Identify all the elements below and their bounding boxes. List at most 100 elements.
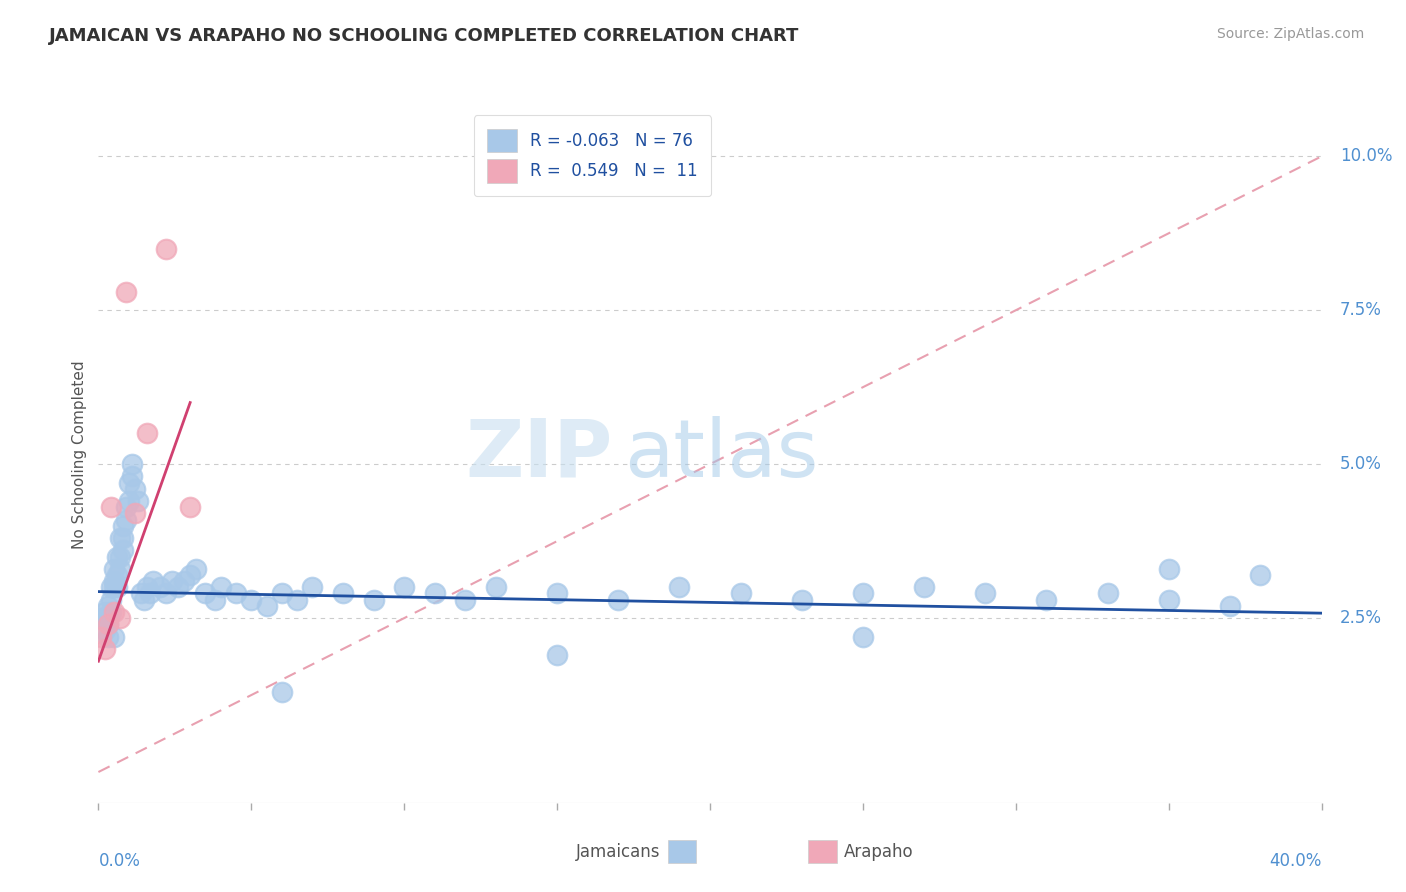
Text: 0.0%: 0.0% bbox=[98, 852, 141, 870]
Point bbox=[124, 482, 146, 496]
Point bbox=[100, 592, 122, 607]
Point bbox=[546, 586, 568, 600]
Point bbox=[301, 580, 323, 594]
Point bbox=[204, 592, 226, 607]
Point bbox=[111, 531, 134, 545]
Point bbox=[97, 599, 120, 613]
Point bbox=[103, 580, 125, 594]
Point bbox=[173, 574, 195, 589]
Point bbox=[115, 500, 138, 515]
Point bbox=[240, 592, 263, 607]
Point bbox=[1219, 599, 1241, 613]
Point bbox=[121, 469, 143, 483]
Point bbox=[90, 611, 112, 625]
Point bbox=[1157, 592, 1180, 607]
Point bbox=[1249, 568, 1271, 582]
Point bbox=[93, 611, 115, 625]
Point bbox=[363, 592, 385, 607]
Point bbox=[115, 285, 138, 299]
Point bbox=[97, 617, 120, 632]
Point bbox=[103, 630, 125, 644]
Text: Source: ZipAtlas.com: Source: ZipAtlas.com bbox=[1216, 27, 1364, 41]
Point bbox=[103, 605, 125, 619]
Y-axis label: No Schooling Completed: No Schooling Completed bbox=[72, 360, 87, 549]
Point bbox=[186, 562, 208, 576]
Point bbox=[668, 580, 690, 594]
Point bbox=[103, 562, 125, 576]
Point bbox=[139, 586, 162, 600]
Point bbox=[111, 518, 134, 533]
Point bbox=[105, 549, 128, 564]
Point bbox=[225, 586, 247, 600]
Point bbox=[256, 599, 278, 613]
Text: Jamaicans: Jamaicans bbox=[576, 843, 661, 861]
Point bbox=[97, 617, 120, 632]
Point bbox=[270, 685, 292, 699]
Point bbox=[1035, 592, 1057, 607]
Point bbox=[136, 580, 159, 594]
Text: 40.0%: 40.0% bbox=[1270, 852, 1322, 870]
Point bbox=[129, 586, 152, 600]
Point bbox=[209, 580, 232, 594]
Point bbox=[108, 562, 131, 576]
Point bbox=[118, 475, 141, 490]
Point bbox=[1157, 562, 1180, 576]
Point bbox=[100, 580, 122, 594]
Point bbox=[124, 507, 146, 521]
Point bbox=[100, 605, 122, 619]
Point bbox=[155, 586, 177, 600]
Point bbox=[852, 630, 875, 644]
Point bbox=[108, 611, 131, 625]
Text: 2.5%: 2.5% bbox=[1340, 609, 1382, 627]
Text: ZIP: ZIP bbox=[465, 416, 612, 494]
Point bbox=[179, 500, 201, 515]
Point bbox=[93, 624, 115, 638]
Point bbox=[108, 531, 131, 545]
Point bbox=[790, 592, 813, 607]
Point bbox=[852, 586, 875, 600]
Point bbox=[111, 543, 134, 558]
Text: Arapaho: Arapaho bbox=[844, 843, 914, 861]
Text: atlas: atlas bbox=[624, 416, 818, 494]
Point bbox=[93, 641, 115, 656]
Point bbox=[607, 592, 630, 607]
Point bbox=[730, 586, 752, 600]
Point bbox=[105, 580, 128, 594]
Text: JAMAICAN VS ARAPAHO NO SCHOOLING COMPLETED CORRELATION CHART: JAMAICAN VS ARAPAHO NO SCHOOLING COMPLET… bbox=[49, 27, 800, 45]
Point bbox=[392, 580, 416, 594]
Point bbox=[118, 494, 141, 508]
Point bbox=[546, 648, 568, 662]
Text: 7.5%: 7.5% bbox=[1340, 301, 1382, 319]
Point bbox=[270, 586, 292, 600]
Point bbox=[912, 580, 935, 594]
Legend: R = -0.063   N = 76, R =  0.549   N =  11: R = -0.063 N = 76, R = 0.549 N = 11 bbox=[474, 115, 711, 196]
Point bbox=[115, 512, 138, 526]
Point bbox=[194, 586, 217, 600]
Point bbox=[167, 580, 190, 594]
Point bbox=[136, 426, 159, 441]
Point bbox=[105, 568, 128, 582]
Point bbox=[155, 242, 177, 256]
Text: 10.0%: 10.0% bbox=[1340, 147, 1392, 165]
Text: 5.0%: 5.0% bbox=[1340, 455, 1382, 473]
Point bbox=[93, 605, 115, 619]
Point bbox=[149, 580, 172, 594]
Point bbox=[454, 592, 477, 607]
Point bbox=[97, 630, 120, 644]
Point bbox=[90, 630, 112, 644]
Point bbox=[103, 574, 125, 589]
Point bbox=[100, 500, 122, 515]
Point bbox=[332, 586, 354, 600]
Point bbox=[97, 611, 120, 625]
Point bbox=[485, 580, 508, 594]
Point bbox=[142, 574, 165, 589]
Point bbox=[134, 592, 156, 607]
Point bbox=[160, 574, 183, 589]
Point bbox=[974, 586, 997, 600]
Point bbox=[1097, 586, 1119, 600]
Point bbox=[285, 592, 308, 607]
Point bbox=[179, 568, 201, 582]
Point bbox=[127, 494, 149, 508]
Point bbox=[108, 549, 131, 564]
Point bbox=[423, 586, 446, 600]
